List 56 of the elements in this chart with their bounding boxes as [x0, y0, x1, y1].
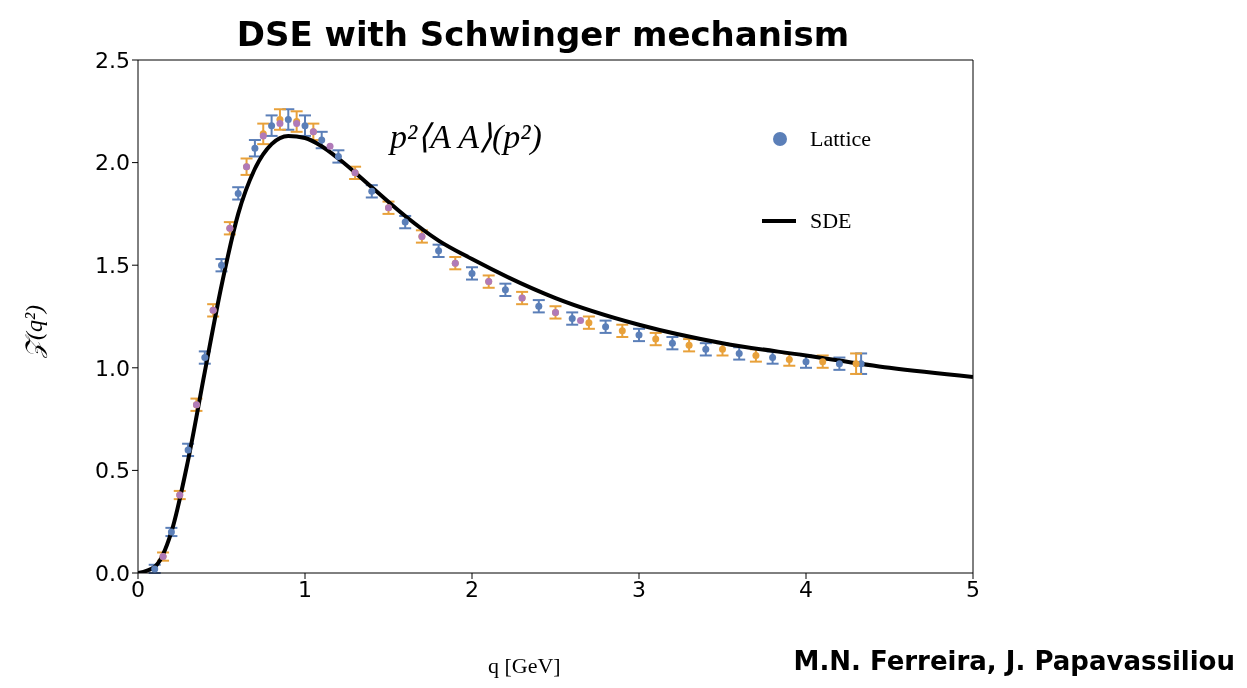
y-axis-title: 𝒵(q²) — [21, 304, 49, 359]
point — [852, 360, 860, 368]
point — [284, 116, 292, 124]
point — [326, 142, 334, 150]
point — [618, 327, 626, 335]
chart-title: DSE with Schwinger mechanism — [236, 14, 850, 54]
x-tick-label: 2 — [465, 576, 479, 602]
point — [735, 349, 743, 357]
point — [268, 122, 276, 130]
point — [769, 354, 777, 362]
point — [577, 317, 585, 325]
point — [585, 319, 593, 327]
x-tick-label: 3 — [632, 576, 646, 602]
point — [835, 360, 843, 368]
point — [435, 247, 443, 255]
point — [668, 339, 676, 347]
legend-label: SDE — [810, 208, 852, 234]
x-tick-label: 1 — [298, 576, 312, 602]
point — [752, 351, 760, 359]
y-tick-label: 0.0 — [95, 560, 130, 586]
point — [535, 302, 543, 310]
y-tick-label: 1.0 — [95, 355, 130, 381]
point — [652, 335, 660, 343]
y-tick-label: 1.5 — [95, 253, 130, 279]
point — [368, 187, 376, 195]
point — [468, 269, 476, 277]
point — [819, 358, 827, 366]
point — [702, 345, 710, 353]
point — [401, 218, 409, 226]
y-tick-label: 0.5 — [95, 458, 130, 484]
x-tick-label: 4 — [799, 576, 813, 602]
point — [802, 358, 810, 366]
point — [635, 331, 643, 339]
point — [234, 189, 242, 197]
point — [602, 323, 610, 331]
x-tick-label: 0 — [131, 576, 145, 602]
point — [318, 136, 326, 144]
text: M.N. Ferreira, J. Papavassiliou — [793, 646, 1235, 676]
legend-label: Lattice — [810, 126, 872, 152]
x-axis-title: q [GeV] — [488, 653, 561, 679]
point — [568, 315, 576, 323]
y-tick-label: 2.5 — [95, 47, 130, 73]
y-tick-label: 2.0 — [95, 150, 130, 176]
point — [301, 122, 309, 130]
point — [785, 356, 793, 364]
annotation: p²⟨A A⟩(p²) — [390, 117, 542, 156]
point — [276, 120, 284, 128]
point — [251, 144, 259, 152]
point — [719, 345, 726, 353]
point — [685, 341, 693, 349]
x-tick-label: 5 — [966, 576, 980, 602]
point — [184, 446, 192, 454]
point — [334, 152, 342, 160]
point — [218, 261, 225, 269]
point — [501, 286, 509, 294]
point — [201, 354, 209, 362]
